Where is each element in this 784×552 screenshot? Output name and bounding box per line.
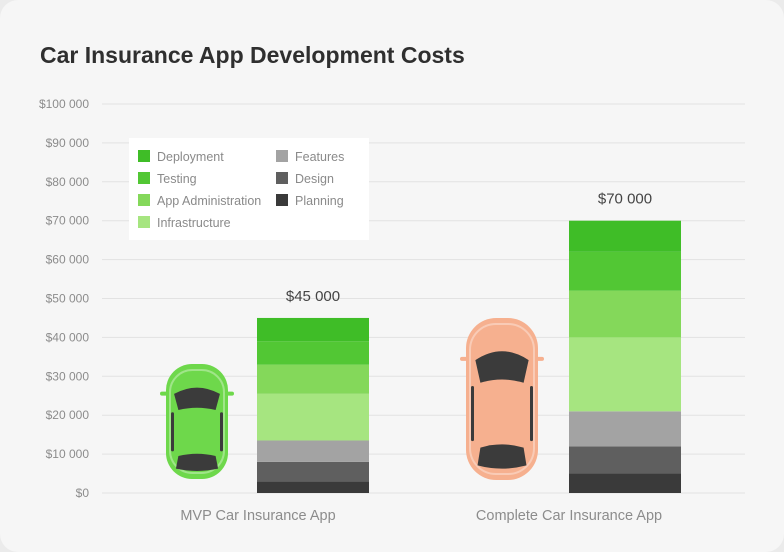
x-category-label: Complete Car Insurance App <box>476 508 662 524</box>
bar-segment <box>257 440 369 462</box>
bar-segment <box>257 317 369 342</box>
bar-segment <box>257 481 369 493</box>
car-side-window <box>471 386 474 442</box>
green-car <box>160 364 234 479</box>
car-highlight <box>169 369 225 474</box>
car-rear-window <box>175 453 219 471</box>
bar-segment <box>569 337 681 412</box>
legend-label: Deployment <box>157 150 224 164</box>
bar-total-label: $45 000 <box>286 288 340 305</box>
legend-label: Testing <box>157 172 197 186</box>
y-tick-label: $0 <box>76 486 90 500</box>
legend-swatch <box>138 150 150 162</box>
legend-label: App Administration <box>157 194 261 208</box>
y-tick-label: $30 000 <box>46 369 90 383</box>
bar-segment <box>569 473 681 493</box>
y-tick-label: $20 000 <box>46 408 90 422</box>
bar-segment <box>257 461 369 482</box>
bar-total-label: $70 000 <box>598 191 652 208</box>
bar-segment <box>569 411 681 447</box>
car-side-window <box>171 412 174 452</box>
car-highlight <box>469 323 535 475</box>
legend: Deployment Testing App Administration Infra… <box>129 138 369 240</box>
y-tick-label: $90 000 <box>46 136 90 150</box>
legend-label: Infrastructure <box>157 216 231 230</box>
y-tick-label: $100 000 <box>39 97 89 111</box>
y-tick-label: $70 000 <box>46 214 90 228</box>
bar-segment <box>569 251 681 291</box>
orange-car <box>460 318 544 480</box>
bar-segment <box>257 364 369 394</box>
bar-segment <box>569 446 681 474</box>
x-category-label: MVP Car Insurance App <box>180 508 335 524</box>
y-tick-label: $10 000 <box>46 447 90 461</box>
bar-segment <box>569 290 681 338</box>
car-windshield <box>174 387 220 410</box>
chart-title: Car Insurance App Development Costs <box>40 42 465 68</box>
car-rear-window <box>477 444 527 469</box>
legend-label: Planning <box>295 194 344 208</box>
legend-swatch <box>138 172 150 184</box>
legend-swatch <box>276 172 288 184</box>
bar-segment <box>569 220 681 252</box>
legend-label: Features <box>295 150 344 164</box>
y-tick-label: $60 000 <box>46 253 90 267</box>
legend-box <box>129 138 369 240</box>
car-windshield <box>475 351 529 383</box>
legend-swatch <box>276 150 288 162</box>
legend-swatch <box>138 194 150 206</box>
y-tick-label: $80 000 <box>46 175 90 189</box>
y-tick-label: $40 000 <box>46 330 90 344</box>
car-side-window <box>530 386 533 442</box>
y-tick-label: $50 000 <box>46 292 90 306</box>
bar-segment <box>257 393 369 441</box>
legend-swatch <box>138 216 150 228</box>
car-side-window <box>220 412 223 452</box>
bar-segment <box>257 341 369 365</box>
legend-swatch <box>276 194 288 206</box>
legend-label: Design <box>295 172 334 186</box>
